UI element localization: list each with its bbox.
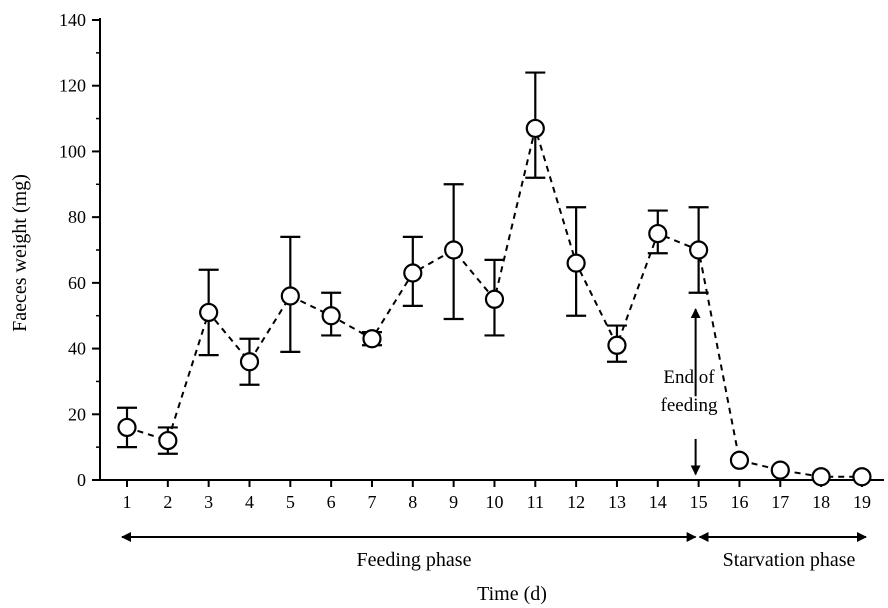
data-point-3 [199, 302, 219, 323]
x-axis-label: Time (d) [477, 583, 547, 605]
data-point-9 [444, 240, 464, 260]
x-tick-label-17: 17 [771, 492, 789, 512]
data-point-10 [484, 289, 505, 309]
data-point-19 [852, 467, 872, 487]
x-tick-label-4: 4 [245, 492, 254, 512]
y-tick-label-140: 140 [59, 10, 86, 30]
x-tick-label-14: 14 [649, 492, 667, 512]
y-tick-label-0: 0 [77, 470, 86, 490]
y-tick-label-100: 100 [59, 141, 86, 161]
y-tick-label-20: 20 [68, 404, 86, 424]
data-point-11 [525, 118, 545, 139]
data-point-18 [811, 467, 831, 487]
x-tick-label-12: 12 [567, 492, 585, 512]
x-tick-label-2: 2 [163, 492, 172, 512]
data-point-12 [566, 253, 586, 273]
end-of-feeding-label-line1: End of [663, 367, 715, 388]
x-tick-label-8: 8 [408, 492, 417, 512]
x-tick-label-11: 11 [527, 492, 544, 512]
x-tick-label-18: 18 [812, 492, 830, 512]
data-point-17 [770, 460, 790, 480]
data-point-1 [117, 417, 137, 438]
feeding-phase-label: Feeding phase [357, 549, 472, 571]
x-tick-label-16: 16 [730, 492, 748, 512]
end-of-feeding-label-line2: feeding [661, 395, 718, 416]
y-tick-label-80: 80 [68, 207, 86, 227]
x-tick-label-6: 6 [327, 492, 336, 512]
data-point-14 [648, 223, 668, 244]
x-tick-label-7: 7 [367, 492, 376, 512]
data-point-2 [158, 430, 178, 451]
x-tick-label-13: 13 [608, 492, 626, 512]
x-tick-label-1: 1 [123, 492, 132, 512]
x-tick-label-3: 3 [204, 492, 213, 512]
x-tick-label-19: 19 [853, 492, 871, 512]
data-point-7 [362, 329, 382, 349]
data-point-16 [729, 450, 750, 470]
y-tick-label-40: 40 [68, 339, 86, 359]
y-axis-label: Faeces weight (mg) [9, 174, 31, 332]
data-point-5 [280, 286, 300, 306]
data-point-13 [607, 335, 627, 355]
x-tick-label-9: 9 [449, 492, 458, 512]
x-tick-label-5: 5 [286, 492, 295, 512]
data-point-6 [321, 306, 341, 326]
x-tick-label-15: 15 [690, 492, 708, 512]
y-tick-label-120: 120 [59, 76, 86, 96]
starvation-phase-label: Starvation phase [723, 549, 856, 571]
data-point-4 [239, 352, 260, 372]
x-tick-label-10: 10 [485, 492, 503, 512]
data-point-15 [689, 240, 709, 260]
y-tick-label-60: 60 [68, 273, 86, 293]
data-point-8 [403, 263, 423, 283]
